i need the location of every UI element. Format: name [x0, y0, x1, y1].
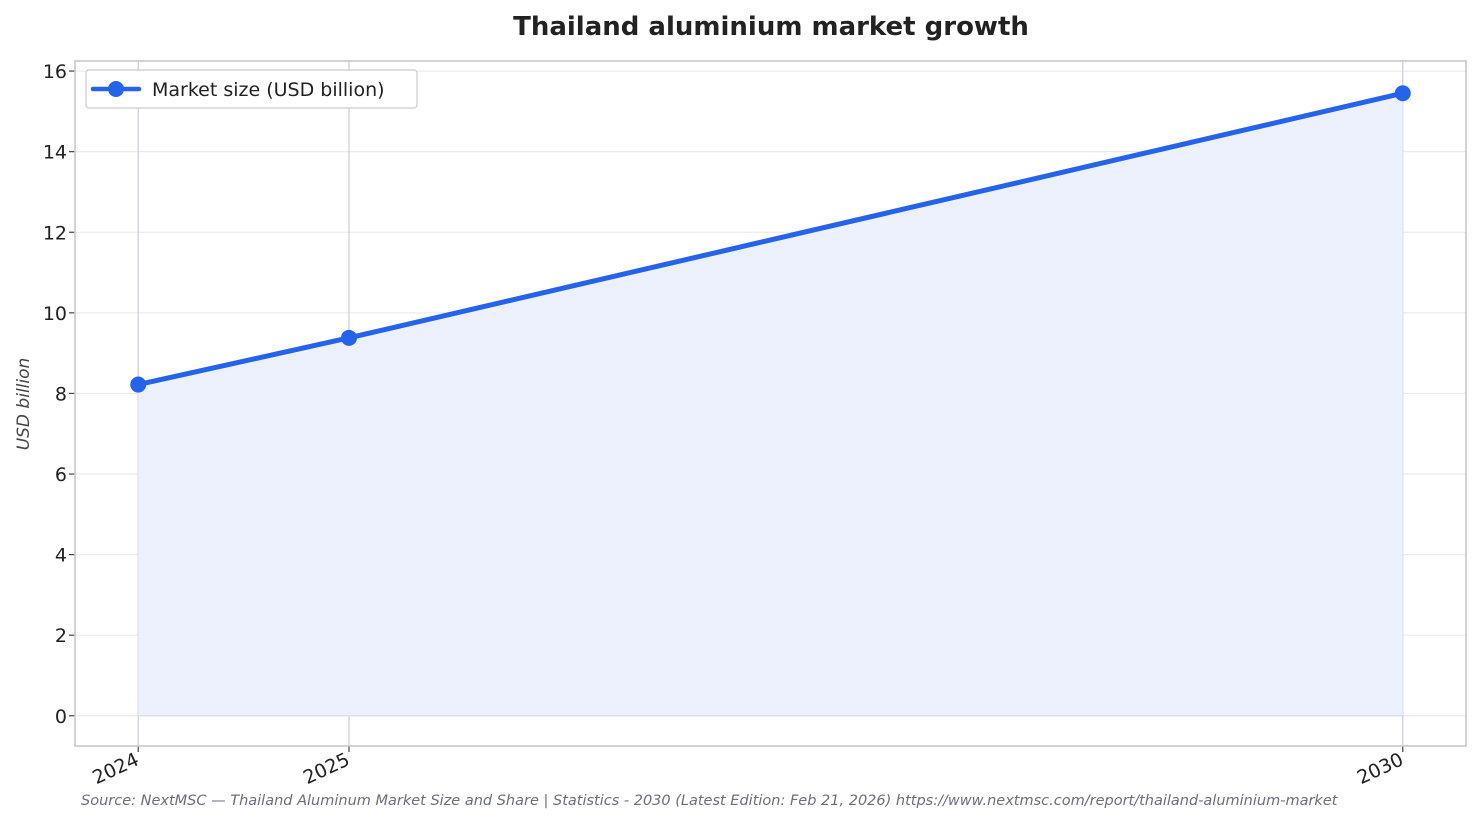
data-point-2030: [1394, 85, 1411, 102]
y-tick-label-10: 10: [43, 303, 67, 325]
y-tick-label-12: 12: [43, 222, 67, 244]
y-tick-label-0: 0: [55, 706, 67, 728]
y-tick-label-2: 2: [55, 625, 67, 647]
y-tick-label-14: 14: [43, 142, 67, 164]
series-area: [138, 93, 1403, 716]
y-tick-label-16: 16: [43, 61, 67, 83]
y-tick-label-4: 4: [55, 545, 67, 567]
y-tick-label-6: 6: [55, 464, 67, 486]
legend-label: Market size (USD billion): [152, 79, 385, 101]
data-point-2024: [130, 376, 147, 393]
data-point-2025: [340, 329, 357, 346]
x-tick-label-2025: 2025: [300, 749, 353, 789]
y-axis-label: USD billion: [14, 358, 34, 451]
chart-title: Thailand aluminium market growth: [513, 12, 1029, 42]
y-axis-ticks: 0 2 4 6 8 10 12 14 16: [43, 61, 75, 728]
legend-box: [85, 69, 418, 109]
source-note: Source: NextMSC — Thailand Aluminum Mark…: [81, 793, 1339, 809]
plot-frame: [74, 60, 1467, 747]
x-tick-label-2024: 2024: [89, 749, 142, 789]
x-tick-label-2030: 2030: [1354, 749, 1407, 789]
x-axis-ticks: 2024 2025 2030: [89, 746, 1407, 789]
y-tick-label-8: 8: [55, 383, 67, 405]
data-points: [130, 85, 1411, 393]
legend: Market size (USD billion): [85, 69, 418, 109]
legend-marker-swatch: [108, 81, 124, 97]
area-fill: [138, 93, 1403, 717]
